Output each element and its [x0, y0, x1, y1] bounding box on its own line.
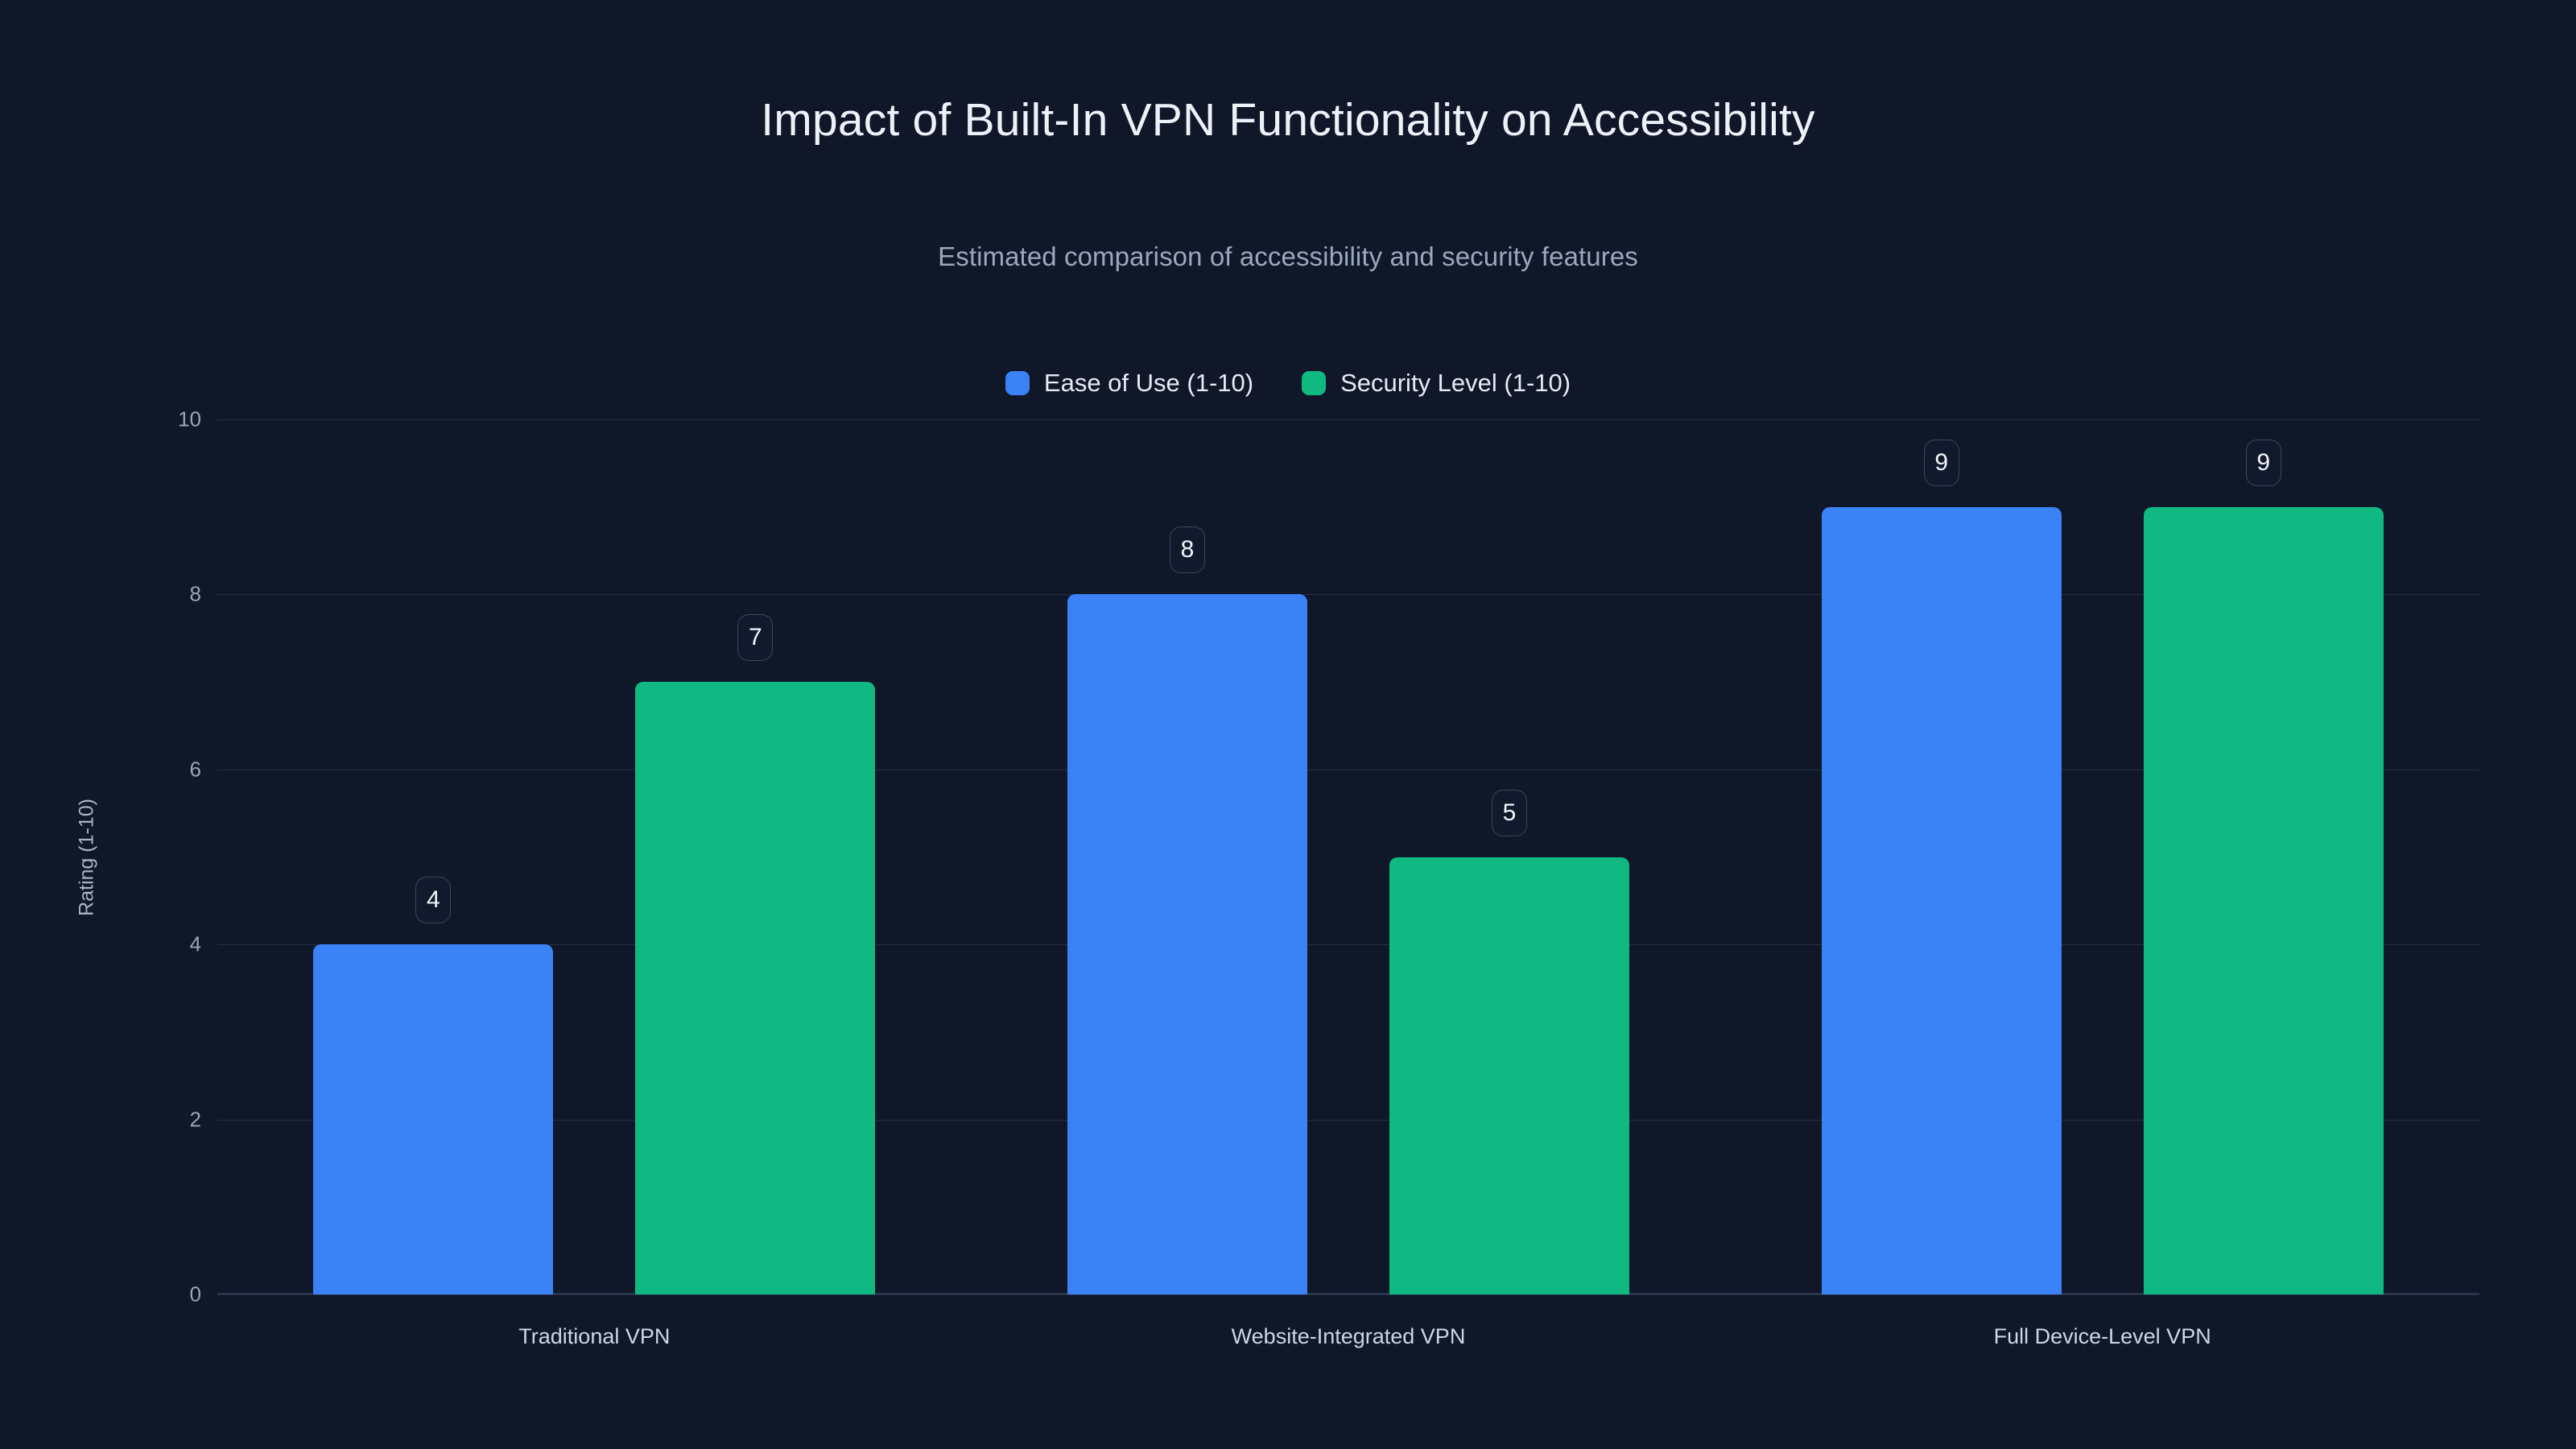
legend-label-security-level: Security Level (1-10) [1340, 369, 1571, 397]
bar-value-label: 8 [1170, 526, 1205, 574]
gridline [217, 944, 2479, 946]
gridline [217, 1294, 2479, 1295]
legend-swatch-icon-ease-of-use [1005, 371, 1030, 395]
legend-label-ease-of-use: Ease of Use (1-10) [1043, 369, 1254, 397]
y-axis-tick-label: 10 [178, 407, 201, 431]
legend-item-ease-of-use[interactable]: Ease of Use (1-10) [1005, 369, 1253, 398]
bar[interactable] [1067, 594, 1307, 1294]
bar-value-label: 4 [415, 877, 452, 924]
y-axis-tick-label: 6 [189, 757, 201, 782]
gridline [217, 419, 2479, 420]
bar[interactable] [313, 944, 554, 1294]
bar-value-label: 5 [1492, 789, 1527, 836]
bar[interactable] [635, 682, 876, 1294]
x-axis-line [217, 1293, 2479, 1294]
bar[interactable] [1389, 857, 1629, 1294]
y-axis-title: Rating (1-10) [75, 799, 98, 916]
x-axis-category-label: Full Device-Level VPN [1993, 1324, 2211, 1348]
legend-swatch-icon-security-level [1302, 371, 1327, 395]
bar-value-label: 9 [2245, 439, 2281, 486]
x-axis-category-label: Website-Integrated VPN [1231, 1324, 1466, 1348]
chart-subtitle: Estimated comparison of accessibility an… [938, 242, 1638, 271]
bar-value-label: 7 [737, 614, 774, 662]
legend-item-security-level[interactable]: Security Level (1-10) [1302, 369, 1571, 398]
x-axis-category-label: Traditional VPN [518, 1324, 671, 1348]
y-axis-tick-label: 4 [189, 931, 201, 956]
bar[interactable] [2143, 506, 2384, 1294]
y-axis-tick-label: 8 [189, 581, 201, 606]
chart-title: Impact of Built-In VPN Functionality on … [761, 94, 1815, 146]
bar-value-label: 9 [1923, 439, 1959, 486]
y-axis-tick-label: 2 [189, 1107, 201, 1132]
gridline [217, 1119, 2479, 1121]
chart-legend: Ease of Use (1-10) Security Level (1-10) [0, 369, 2576, 398]
plot-area [217, 419, 2479, 1295]
y-axis-tick-label: 0 [189, 1282, 201, 1307]
gridline [217, 594, 2479, 596]
bar[interactable] [1821, 506, 2062, 1294]
